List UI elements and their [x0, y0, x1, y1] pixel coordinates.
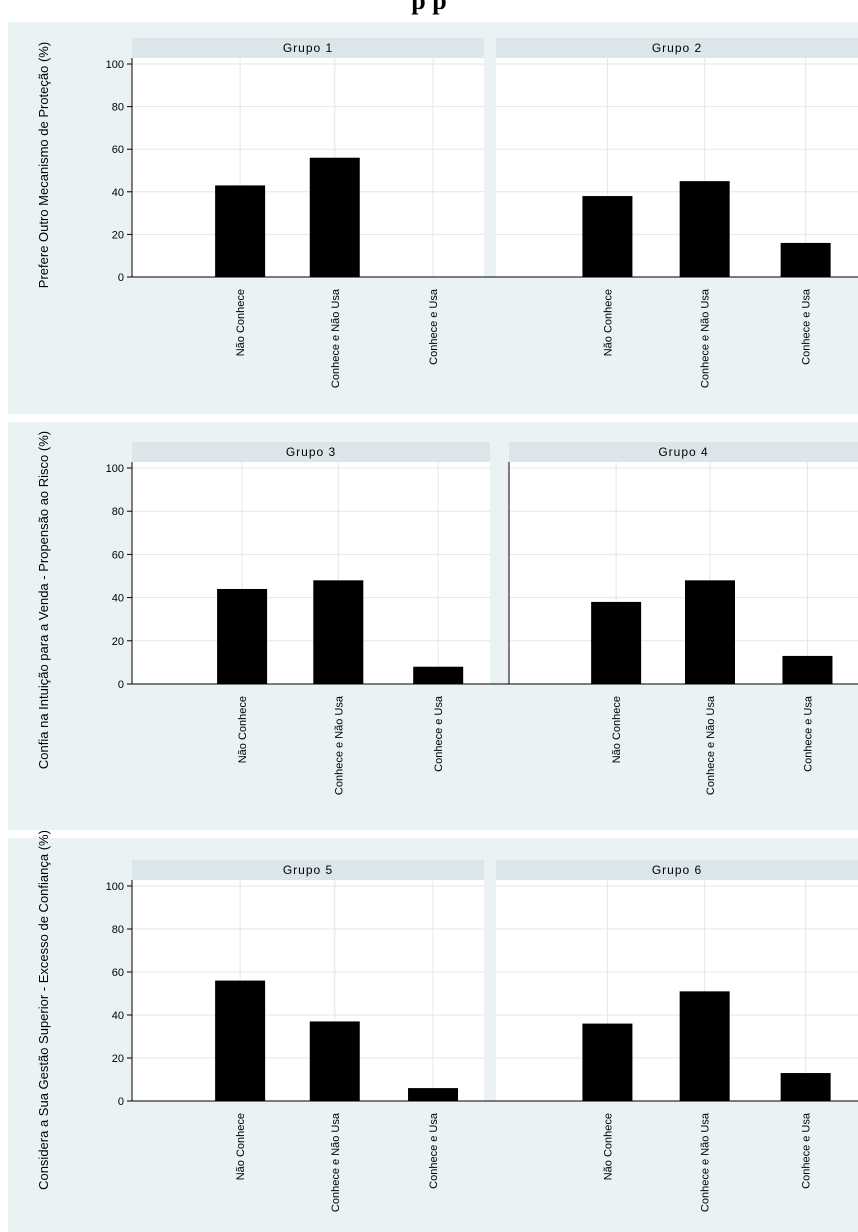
chart-row-3: Grupo 5 Não Conhece Conhece e Não Usa Conhe… — [8, 830, 858, 1232]
bar — [408, 1088, 459, 1101]
category-label: Não Conhece — [237, 696, 249, 763]
category-label: Conhece e Usa — [801, 1112, 813, 1189]
bar — [679, 181, 730, 277]
y-axis-label: Confia na Intuição para a Venda - Propen… — [36, 431, 51, 769]
y-tick-label: 100 — [106, 881, 124, 893]
chart-row-2: Grupo 3 Não Conhece Conhece e Não Usa Conhe… — [8, 422, 858, 830]
bar — [780, 242, 831, 277]
bar — [309, 157, 360, 277]
y-tick-label: 20 — [112, 636, 124, 648]
category-label: Conhece e Não Usa — [700, 288, 712, 388]
plot-area — [496, 58, 858, 277]
category-label: Não Conhece — [235, 289, 247, 356]
bar — [679, 991, 730, 1101]
category-label: Não Conhece — [602, 289, 614, 356]
panel-title: Grupo 5 — [283, 863, 333, 877]
category-label: Conhece e Usa — [428, 288, 440, 365]
category-label: Conhece e Usa — [428, 1112, 440, 1189]
y-tick-label: 80 — [112, 506, 124, 518]
y-tick-label: 40 — [112, 1010, 124, 1022]
bar — [591, 601, 642, 684]
y-axis-label: Considera a Sua Gestão Superior - Excess… — [36, 830, 51, 1190]
y-tick-label: 20 — [112, 229, 124, 241]
plot-area — [132, 462, 490, 684]
category-label: Não Conhece — [602, 1113, 614, 1180]
y-axis-label: Prefere Outro Mecanismo de Proteção (%) — [36, 42, 51, 288]
y-tick-label: 0 — [118, 679, 124, 691]
bar — [684, 580, 735, 684]
page-title: p p — [411, 0, 447, 15]
plot-area — [132, 58, 484, 277]
plot-area — [132, 880, 484, 1101]
panel-strip — [496, 38, 858, 58]
y-tick-label: 100 — [106, 59, 124, 71]
panel-title: Grupo 2 — [652, 41, 702, 55]
category-label: Conhece e Não Usa — [700, 1112, 712, 1212]
bar — [413, 666, 464, 684]
category-label: Conhece e Usa — [433, 695, 445, 772]
panel-title: Grupo 1 — [283, 41, 333, 55]
bar — [582, 1023, 633, 1101]
y-tick-label: 80 — [112, 924, 124, 936]
bar — [780, 1073, 831, 1101]
category-label: Não Conhece — [611, 696, 623, 763]
y-tick-label: 60 — [112, 549, 124, 561]
y-tick-label: 40 — [112, 187, 124, 199]
y-tick-label: 20 — [112, 1053, 124, 1065]
panel-strip — [496, 860, 858, 880]
y-tick-label: 0 — [118, 1096, 124, 1108]
category-label: Conhece e Não Usa — [705, 695, 717, 795]
plot-area — [496, 880, 858, 1101]
y-tick-label: 40 — [112, 593, 124, 605]
category-label: Conhece e Não Usa — [330, 288, 342, 388]
category-label: Conhece e Não Usa — [330, 1112, 342, 1212]
panel-title: Grupo 6 — [652, 863, 702, 877]
plot-area — [509, 462, 858, 684]
bar — [582, 196, 633, 277]
y-tick-label: 80 — [112, 102, 124, 114]
bar — [215, 185, 266, 277]
y-tick-label: 100 — [106, 463, 124, 475]
chart-row-1: Grupo 1 Não Conhece Conhece e Não Usa Conhe… — [8, 22, 858, 414]
panel-strip — [132, 860, 484, 880]
panel-title: Grupo 4 — [658, 445, 708, 459]
panel-strip — [132, 442, 490, 462]
y-tick-label: 60 — [112, 967, 124, 979]
bar — [217, 588, 268, 684]
panel-strip — [509, 442, 858, 462]
category-label: Conhece e Não Usa — [333, 695, 345, 795]
bar — [313, 580, 364, 684]
y-tick-label: 60 — [112, 144, 124, 156]
y-tick-label: 0 — [118, 272, 124, 284]
bar — [309, 1021, 360, 1101]
panel-strip — [132, 38, 484, 58]
bar — [782, 655, 833, 684]
bar — [215, 980, 266, 1101]
category-label: Conhece e Usa — [801, 288, 813, 365]
category-label: Conhece e Usa — [802, 695, 814, 772]
panel-title: Grupo 3 — [286, 445, 336, 459]
category-label: Não Conhece — [235, 1113, 247, 1180]
